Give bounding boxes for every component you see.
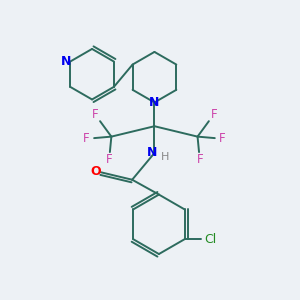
Text: Cl: Cl [204, 233, 216, 246]
Text: F: F [211, 108, 217, 121]
Text: O: O [90, 165, 101, 178]
Text: N: N [61, 55, 71, 68]
Text: F: F [106, 152, 112, 166]
Text: F: F [83, 132, 90, 145]
Text: F: F [219, 132, 226, 145]
Text: N: N [147, 146, 158, 160]
Text: F: F [196, 152, 203, 166]
Text: N: N [149, 96, 160, 109]
Text: F: F [92, 108, 98, 121]
Text: H: H [161, 152, 169, 161]
